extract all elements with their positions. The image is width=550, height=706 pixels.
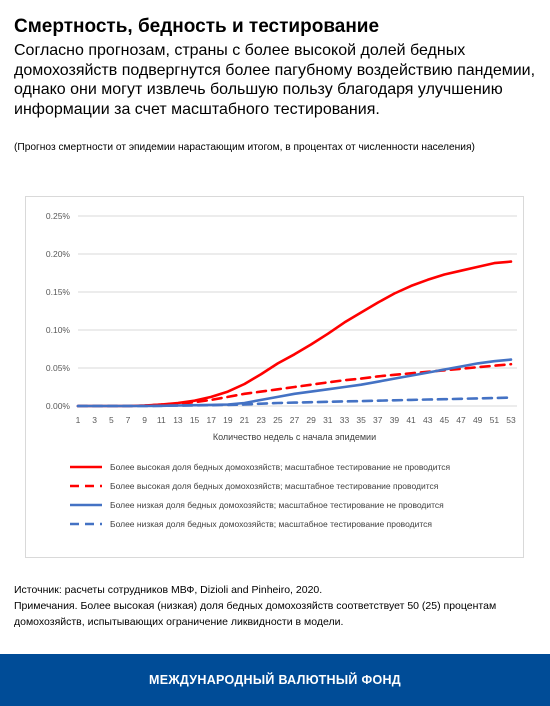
x-tick-label: 17 <box>206 415 216 425</box>
x-tick-label: 21 <box>240 415 250 425</box>
x-tick-label: 49 <box>473 415 483 425</box>
y-tick-label: 0.05% <box>46 363 71 373</box>
x-tick-label: 53 <box>506 415 516 425</box>
x-tick-label: 29 <box>306 415 316 425</box>
x-tick-label: 5 <box>109 415 114 425</box>
x-tick-label: 15 <box>190 415 200 425</box>
source-notes: Источник: расчеты сотрудников МВФ, Dizio… <box>14 582 539 630</box>
x-tick-label: 41 <box>406 415 416 425</box>
y-tick-label: 0.20% <box>46 249 71 259</box>
x-tick-label: 37 <box>373 415 383 425</box>
series-line-1 <box>76 260 513 408</box>
x-tick-label: 35 <box>356 415 366 425</box>
y-tick-label: 0.25% <box>46 211 71 221</box>
x-tick-label: 33 <box>340 415 350 425</box>
y-tick-label: 0.15% <box>46 287 71 297</box>
legend-label-4: Более низкая доля бедных домохозяйств; м… <box>110 519 432 529</box>
series-line-3 <box>76 358 513 408</box>
footer-banner: МЕЖДУНАРОДНЫЙ ВАЛЮТНЫЙ ФОНД <box>0 654 550 706</box>
x-tick-label: 23 <box>256 415 266 425</box>
source-line: Источник: расчеты сотрудников МВФ, Dizio… <box>14 584 323 596</box>
line-chart: 0.00%0.05%0.10%0.15%0.20%0.25%1 3 5 7 9 11 13 1… <box>46 211 517 529</box>
x-tick-label: 19 <box>223 415 233 425</box>
x-axis-title: Количество недель с начала эпидемии <box>213 432 376 442</box>
notes-line: Примечания. Более высокая (низкая) доля … <box>14 600 497 628</box>
x-tick-label: 3 <box>92 415 97 425</box>
x-tick-label: 27 <box>290 415 300 425</box>
x-tick-label: 7 <box>126 415 131 425</box>
x-tick-label: 45 <box>440 415 450 425</box>
x-tick-label: 47 <box>456 415 466 425</box>
x-tick-label: 51 <box>490 415 500 425</box>
legend-label-1: Более высокая доля бедных домохозяйств; … <box>110 462 451 472</box>
footer-label: МЕЖДУНАРОДНЫЙ ВАЛЮТНЫЙ ФОНД <box>148 673 401 687</box>
page-subtitle: Согласно прогнозам, страны с более высок… <box>14 42 536 118</box>
page-title: Смертность, бедность и тестирование <box>14 16 380 37</box>
x-tick-label: 9 <box>142 415 147 425</box>
series-line-4 <box>76 396 513 408</box>
y-tick-label: 0.00% <box>46 401 71 411</box>
x-tick-label: 25 <box>273 415 283 425</box>
chart-note: (Прогноз смертности от эпидемии нарастаю… <box>14 142 475 153</box>
y-tick-label: 0.10% <box>46 325 71 335</box>
x-tick-label: 43 <box>423 415 433 425</box>
legend-label-3: Более низкая доля бедных домохозяйств; м… <box>110 500 444 510</box>
x-tick-label: 11 <box>157 415 166 425</box>
legend-label-2: Более высокая доля бедных домохозяйств; … <box>110 481 439 491</box>
x-tick-label: 39 <box>390 415 400 425</box>
x-tick-label: 13 <box>173 415 183 425</box>
chart-container: 0.00% 0.05% 0.10% 0.15% 0.20% 0.25% 1 3 5 7 9 11 13 1… <box>25 196 524 558</box>
x-tick-label: 1 <box>76 415 81 425</box>
x-tick-label: 31 <box>323 415 333 425</box>
